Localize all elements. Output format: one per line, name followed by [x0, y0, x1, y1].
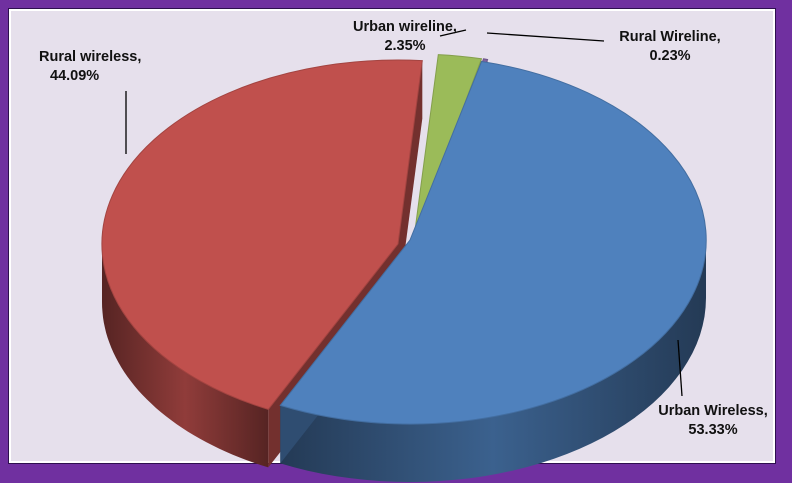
- label-rural-wireless-name: Rural wireless,: [39, 49, 142, 65]
- pie-slice-side-urban-wireless: [280, 240, 706, 482]
- label-urban-wireless: Urban Wireless, 53.33%: [638, 402, 788, 440]
- pie-slice-top-rural-wireless: [101, 59, 423, 410]
- pie-slice-top-urban-wireless: [279, 60, 707, 425]
- pie-slice-urban-wireless: [279, 60, 707, 482]
- label-rural-wireline: Rural Wireline, 0.23%: [600, 28, 740, 66]
- label-rural-wireline-name: Rural Wireline,: [619, 29, 721, 45]
- pie-slice-side-rural-wireless: [102, 244, 269, 468]
- label-urban-wireline-name: Urban wireline,: [353, 19, 457, 35]
- label-rural-wireless-pct: 44.09%: [50, 68, 100, 84]
- label-urban-wireless-pct: 53.33%: [688, 422, 738, 438]
- label-rural-wireline-pct: 0.23%: [649, 48, 691, 64]
- leader-urban-wireline: [439, 29, 467, 37]
- label-urban-wireline-pct: 2.35%: [384, 38, 426, 54]
- label-rural-wireless: Rural wireless, 44.09%: [39, 48, 179, 86]
- leader-urban-wireless: [677, 339, 683, 397]
- pie-slice-wall-rural-wireless-1: [398, 60, 423, 302]
- leader-rural-wireline: [486, 32, 605, 42]
- label-urban-wireless-name: Urban Wireless,: [658, 403, 768, 419]
- label-urban-wireline: Urban wireline, 2.35%: [340, 18, 470, 56]
